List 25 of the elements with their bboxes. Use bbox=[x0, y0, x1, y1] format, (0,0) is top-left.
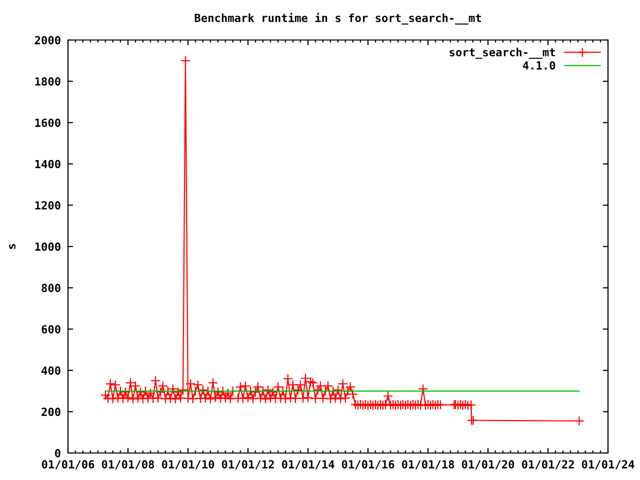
y-tick-label: 400 bbox=[42, 366, 60, 375]
x-tick-label: 01/01/10 bbox=[162, 460, 214, 470]
y-tick-label: 0 bbox=[55, 448, 60, 458]
y-tick-label: 1800 bbox=[35, 77, 60, 86]
y-tick-label: 1400 bbox=[35, 160, 60, 168]
x-tick-label: 01/01/24 bbox=[582, 460, 634, 470]
x-tick-label: 01/01/18 bbox=[402, 460, 454, 470]
y-tick-label: 200 bbox=[42, 408, 60, 416]
x-tick-label: 01/01/22 bbox=[522, 460, 574, 470]
x-tick-label: 01/01/16 bbox=[342, 460, 394, 470]
y-tick-label: 1200 bbox=[35, 201, 60, 210]
y-tick-label: 600 bbox=[42, 325, 60, 334]
legend-label: 4.1.0 bbox=[522, 61, 556, 70]
x-tick-label: 01/01/08 bbox=[102, 460, 154, 470]
y-tick-label: 800 bbox=[42, 284, 60, 292]
legend-label: sort_search-__mt bbox=[450, 48, 555, 59]
y-tick-label: 2000 bbox=[34, 36, 60, 44]
y-tick-label: 1000 bbox=[35, 242, 60, 251]
chart-title: Benchmark runtime in s for sort_search-__mt bbox=[194, 12, 481, 25]
x-tick-label: 01/01/14 bbox=[282, 460, 334, 470]
x-tick-label: 01/01/06 bbox=[42, 460, 94, 470]
x-tick-label: 01/01/20 bbox=[462, 460, 514, 470]
y-tick-label: 1600 bbox=[35, 118, 60, 127]
y-axis-title: s bbox=[9, 244, 16, 249]
x-tick-label: 01/01/12 bbox=[222, 460, 274, 470]
